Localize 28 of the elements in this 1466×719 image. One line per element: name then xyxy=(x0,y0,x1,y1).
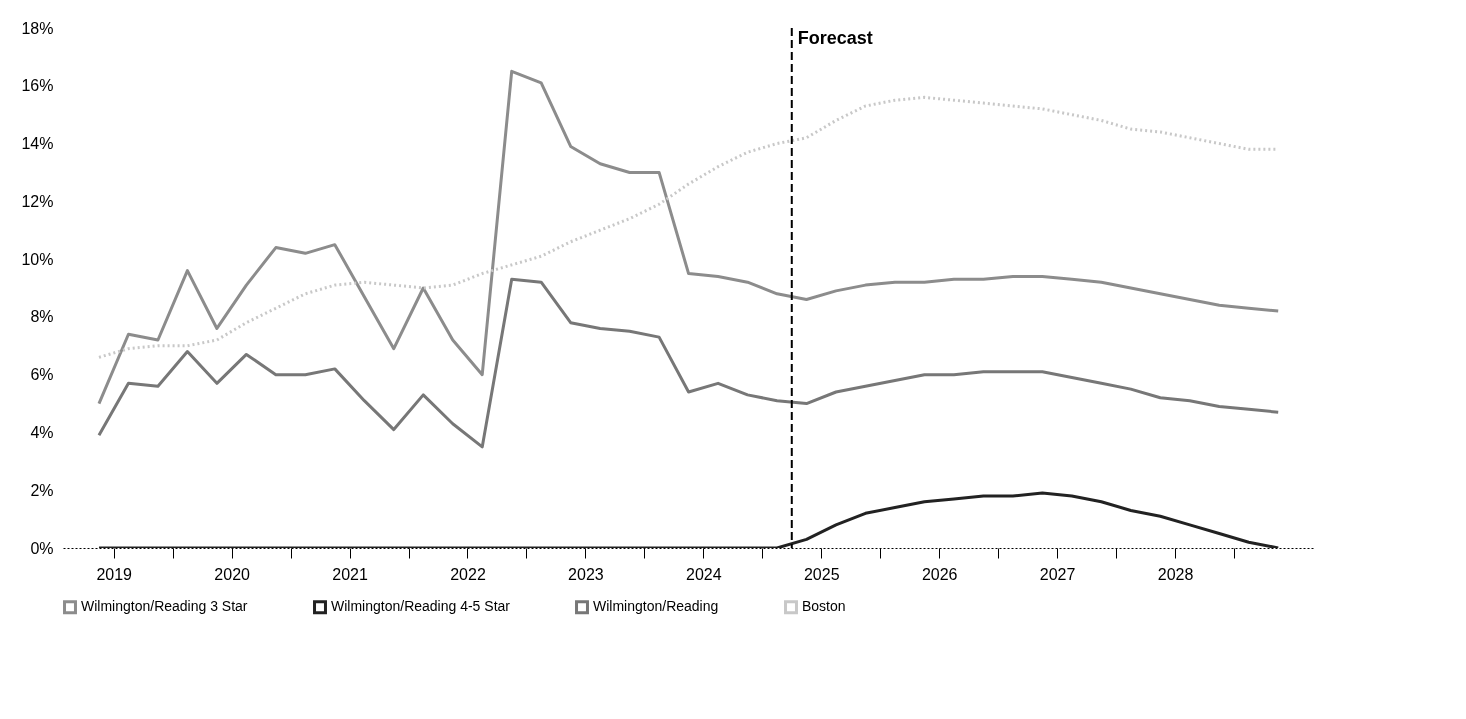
x-tick-label: 2027 xyxy=(1039,565,1076,583)
legend-label: Boston xyxy=(802,598,846,615)
y-tick-label: 2% xyxy=(30,481,54,499)
y-tick-label: 12% xyxy=(21,192,54,210)
x-tick-label: 2028 xyxy=(1157,565,1194,583)
line-series xyxy=(97,277,1280,449)
x-tick-label: 2026 xyxy=(921,565,958,583)
y-tick-label: 8% xyxy=(30,308,54,326)
x-tick-label: 2019 xyxy=(96,565,133,583)
line-series xyxy=(97,491,1280,548)
y-tick-label: 18% xyxy=(21,19,54,37)
legend-label: Wilmington/Reading 3 Star xyxy=(81,598,248,615)
y-tick-label: 4% xyxy=(30,423,54,441)
x-tick-label: 2021 xyxy=(332,565,368,583)
x-tick-label: 2022 xyxy=(450,565,486,583)
line-series xyxy=(97,69,1280,406)
y-tick-label: 16% xyxy=(21,77,54,95)
x-tick-label: 2023 xyxy=(568,565,604,583)
legend-label: Wilmington/Reading xyxy=(593,598,719,615)
y-tick-label: 10% xyxy=(21,250,54,268)
x-tick-label: 2024 xyxy=(686,565,722,583)
ref-line-label: Forecast xyxy=(797,28,873,48)
y-tick-label: 0% xyxy=(30,539,54,557)
legend-label: Wilmington/Reading 4-5 Star xyxy=(331,598,511,615)
x-tick-label: 2025 xyxy=(803,565,840,583)
y-tick-label: 6% xyxy=(30,366,54,384)
x-tick-label: 2020 xyxy=(214,565,251,583)
y-tick-label: 14% xyxy=(21,135,54,153)
